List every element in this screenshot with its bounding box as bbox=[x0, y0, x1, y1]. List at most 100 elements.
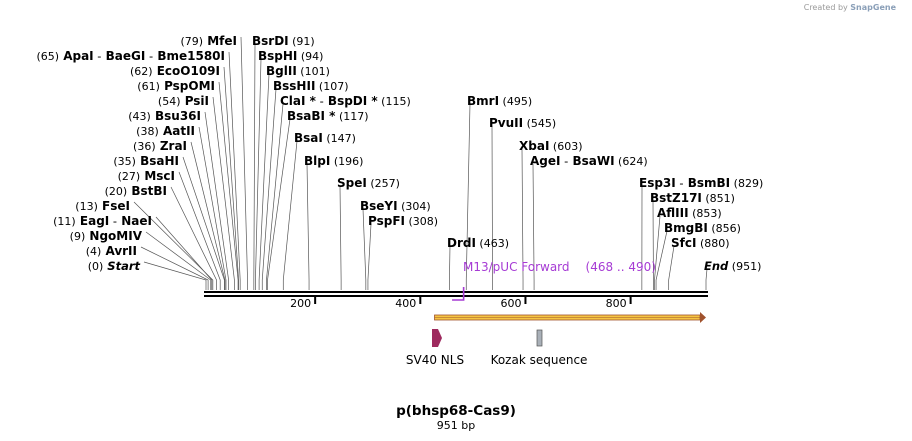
tick-label: 600 bbox=[500, 297, 521, 310]
site-label[interactable]: (62) EcoO109I bbox=[130, 64, 220, 78]
enzyme-name: MscI bbox=[140, 169, 175, 183]
site-label[interactable]: BsaI (147) bbox=[294, 131, 356, 145]
site-label[interactable]: BspHI (94) bbox=[258, 49, 323, 63]
site-label[interactable]: SfcI (880) bbox=[671, 236, 730, 250]
site-label[interactable]: End (951) bbox=[704, 259, 761, 273]
site-position: (545) bbox=[523, 117, 556, 130]
site-separator: - bbox=[109, 214, 117, 228]
site-label[interactable]: PvuII (545) bbox=[489, 116, 556, 130]
site-leader-line bbox=[705, 268, 708, 290]
site-label[interactable]: BmrI (495) bbox=[467, 94, 532, 108]
site-separator: - bbox=[316, 94, 324, 108]
enzyme-name: ZraI bbox=[156, 139, 187, 153]
site-label[interactable]: BmgBI (856) bbox=[664, 221, 741, 235]
enzyme-name: End bbox=[704, 259, 729, 273]
site-position: (65) bbox=[36, 50, 59, 63]
site-label[interactable]: DrdI (463) bbox=[447, 236, 509, 250]
orf-feature-arrow[interactable] bbox=[434, 312, 706, 323]
site-label[interactable]: BsrDI (91) bbox=[252, 34, 315, 48]
enzyme-name: BsaWI bbox=[568, 154, 614, 168]
site-position: (38) bbox=[136, 125, 159, 138]
site-label[interactable]: ClaI * - BspDI * (115) bbox=[280, 94, 411, 108]
site-label[interactable]: (9) NgoMIV bbox=[70, 229, 143, 243]
tick-label: 800 bbox=[606, 297, 627, 310]
site-label[interactable]: XbaI (603) bbox=[519, 139, 582, 153]
site-leader-line bbox=[449, 245, 451, 290]
site-separator: - bbox=[676, 176, 684, 190]
site-leader-line bbox=[182, 156, 225, 290]
site-position: (856) bbox=[708, 222, 741, 235]
backbone-bottom-strand bbox=[204, 295, 708, 297]
site-leader-line bbox=[198, 126, 227, 290]
site-leader-line bbox=[140, 246, 209, 290]
map-length: 951 bp bbox=[437, 419, 475, 432]
site-label[interactable]: (35) BsaHI bbox=[113, 154, 179, 168]
primer-label: M13/pUC Forward (468 .. 490) bbox=[463, 260, 656, 274]
enzyme-name: NaeI bbox=[117, 214, 152, 228]
site-position: (107) bbox=[315, 80, 348, 93]
site-leader-line bbox=[190, 141, 226, 290]
enzyme-name: Bme1580I bbox=[153, 49, 225, 63]
site-label[interactable]: (36) ZraI bbox=[133, 139, 187, 153]
site-label[interactable]: (4) AvrII bbox=[86, 244, 137, 258]
enzyme-name: BstBI bbox=[127, 184, 167, 198]
site-label[interactable]: BssHII (107) bbox=[273, 79, 348, 93]
site-label[interactable]: AflIII (853) bbox=[657, 206, 722, 220]
site-position: (495) bbox=[499, 95, 532, 108]
enzyme-name: MfeI bbox=[203, 34, 237, 48]
site-label[interactable]: SpeI (257) bbox=[337, 176, 400, 190]
site-leader-line bbox=[240, 36, 248, 290]
site-label[interactable]: (43) Bsu36I bbox=[128, 109, 201, 123]
site-label[interactable]: (38) AatII bbox=[136, 124, 195, 138]
site-label[interactable]: (61) PspOMI bbox=[137, 79, 215, 93]
sv40-nls-feature[interactable]: SV40 NLS bbox=[406, 329, 464, 367]
tick-label: 400 bbox=[395, 297, 416, 310]
kozak-label: Kozak sequence bbox=[491, 353, 588, 367]
site-leader-line bbox=[267, 118, 291, 290]
kozak-feature[interactable]: Kozak sequence bbox=[491, 329, 588, 367]
site-label[interactable]: (79) MfeI bbox=[180, 34, 237, 48]
enzyme-name: AflIII bbox=[657, 206, 689, 220]
site-position: (4) bbox=[86, 245, 102, 258]
site-leader-line bbox=[133, 201, 214, 290]
site-label[interactable]: (20) BstBI bbox=[105, 184, 167, 198]
site-label[interactable]: AgeI - BsaWI (624) bbox=[530, 154, 648, 168]
site-leader-line bbox=[170, 186, 217, 290]
site-leader-line bbox=[258, 73, 270, 290]
site-label[interactable]: (65) ApaI - BaeGI - Bme1580I bbox=[36, 49, 225, 63]
site-leader-line bbox=[367, 223, 372, 290]
site-leader-line bbox=[253, 43, 256, 290]
site-label[interactable]: BlpI (196) bbox=[304, 154, 363, 168]
site-position: (603) bbox=[549, 140, 582, 153]
site-label[interactable]: (13) FseI bbox=[75, 199, 130, 213]
site-leader-line bbox=[143, 261, 207, 290]
primer-m13-puc-forward[interactable]: M13/pUC Forward (468 .. 490) bbox=[452, 260, 656, 301]
enzyme-name: AatII bbox=[159, 124, 195, 138]
site-leader-line bbox=[228, 51, 241, 290]
site-position: (117) bbox=[335, 110, 368, 123]
site-label[interactable]: (0) Start bbox=[88, 259, 141, 273]
site-label[interactable]: BsaBI * (117) bbox=[287, 109, 369, 123]
enzyme-name: PspOMI bbox=[160, 79, 215, 93]
site-label[interactable]: BseYI (304) bbox=[360, 199, 431, 213]
site-label[interactable]: BglII (101) bbox=[266, 64, 330, 78]
enzyme-name: AgeI bbox=[530, 154, 560, 168]
site-label[interactable]: BstZ17I (851) bbox=[650, 191, 735, 205]
site-label[interactable]: Esp3I - BsmBI (829) bbox=[639, 176, 763, 190]
enzyme-name: BspHI bbox=[258, 49, 297, 63]
site-leader-line bbox=[282, 140, 298, 290]
map-title: p(bhsp68-Cas9) bbox=[396, 403, 516, 419]
site-label[interactable]: (11) EagI - NaeI bbox=[53, 214, 152, 228]
enzyme-name: BsrDI bbox=[252, 34, 289, 48]
site-leader-line bbox=[223, 66, 239, 290]
site-position: (94) bbox=[297, 50, 323, 63]
site-label[interactable]: (27) MscI bbox=[118, 169, 175, 183]
enzyme-name: BssHII bbox=[273, 79, 315, 93]
site-label[interactable]: (54) PsiI bbox=[158, 94, 209, 108]
enzyme-name: SpeI bbox=[337, 176, 367, 190]
site-label[interactable]: PspFI (308) bbox=[368, 214, 438, 228]
enzyme-name: Esp3I bbox=[639, 176, 676, 190]
tick-mark bbox=[419, 297, 422, 304]
site-position: (851) bbox=[702, 192, 735, 205]
site-leader-line bbox=[255, 58, 262, 290]
